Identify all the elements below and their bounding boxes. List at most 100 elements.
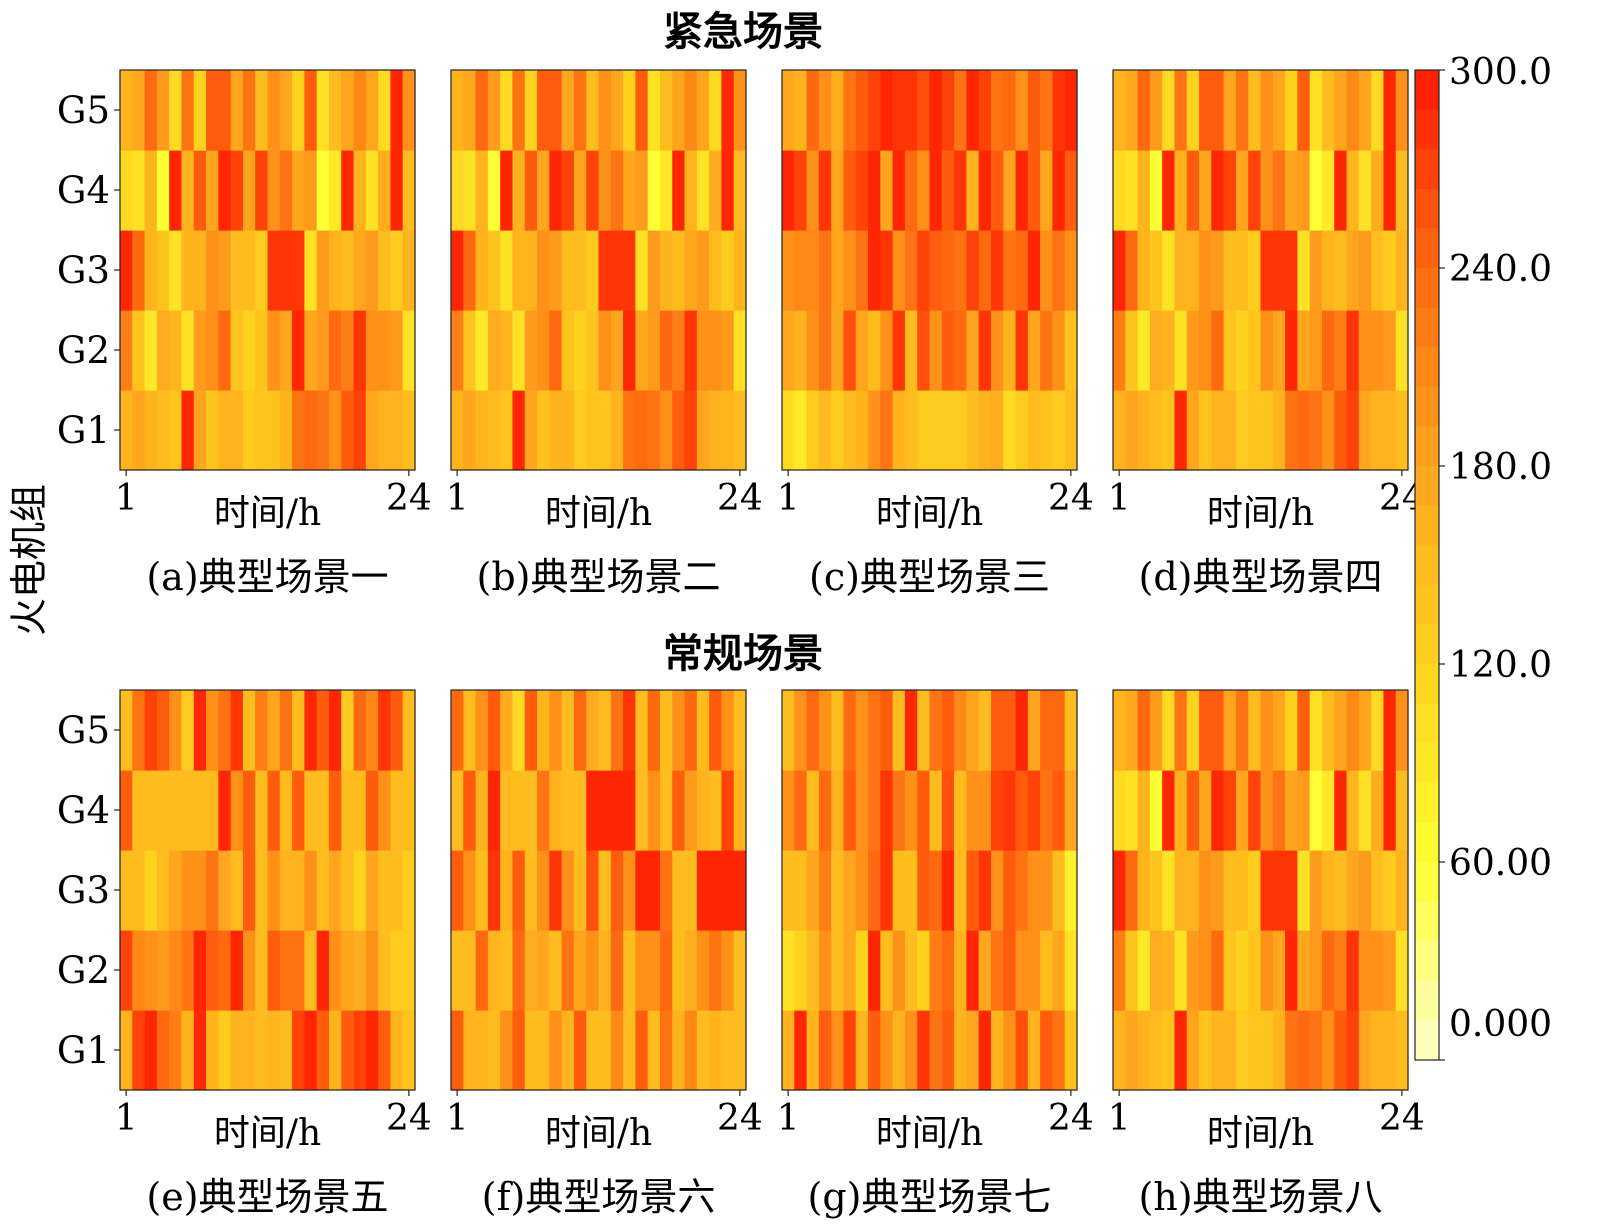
heatmap-panel: 1 24 时间/h (c)典型场景三 bbox=[777, 69, 1094, 599]
heatmap-cell bbox=[475, 1010, 489, 1091]
y-axis-title: 火电机组 bbox=[7, 484, 51, 636]
heatmap-cell bbox=[1211, 770, 1225, 851]
heatmap-cell bbox=[978, 310, 992, 391]
heatmap-cell bbox=[120, 850, 133, 931]
heatmap-cell bbox=[292, 70, 305, 151]
heatmap-cell bbox=[966, 70, 980, 151]
heatmap-cell bbox=[144, 1010, 158, 1091]
heatmap-cell bbox=[1358, 1010, 1372, 1091]
heatmap-cell bbox=[132, 770, 146, 851]
colorbar-frame bbox=[1414, 69, 1440, 1061]
heatmap-cell bbox=[1383, 230, 1397, 311]
heatmap-cell bbox=[709, 1010, 723, 1091]
heatmap-cell bbox=[978, 770, 992, 851]
heatmap-cell bbox=[794, 1010, 808, 1091]
heatmap-cell bbox=[1395, 70, 1409, 151]
heatmap-cell bbox=[561, 150, 575, 231]
heatmap-cell bbox=[537, 390, 550, 471]
heatmap-cell bbox=[929, 850, 943, 931]
heatmap-cell bbox=[733, 1010, 747, 1091]
heatmap-cell bbox=[831, 690, 845, 771]
heatmap-cell bbox=[868, 850, 881, 931]
heatmap-cell bbox=[120, 310, 133, 391]
heatmap-cell bbox=[1260, 850, 1274, 931]
heatmap-cell bbox=[929, 70, 943, 151]
heatmap-cell bbox=[672, 690, 686, 771]
heatmap-cell bbox=[1272, 690, 1286, 771]
heatmap-cell bbox=[1297, 690, 1311, 771]
heatmap-cell bbox=[144, 230, 158, 311]
heatmap-cell bbox=[721, 850, 735, 931]
heatmap-cell bbox=[1297, 770, 1311, 851]
heatmap-cell bbox=[904, 770, 918, 851]
heatmap-cell bbox=[1125, 150, 1139, 231]
heatmap-cell bbox=[304, 850, 318, 931]
heatmap-cell bbox=[610, 70, 624, 151]
heatmap-cell bbox=[855, 230, 869, 311]
heatmap-cell bbox=[672, 310, 686, 391]
panel-frame bbox=[781, 69, 1078, 471]
heatmap-cell bbox=[1052, 770, 1066, 851]
heatmap-cell bbox=[880, 690, 894, 771]
heatmap-cell bbox=[659, 70, 673, 151]
heatmap-cell bbox=[855, 150, 869, 231]
heatmap-cell bbox=[475, 770, 489, 851]
y-tick-label: G5 bbox=[57, 89, 110, 132]
heatmap-cell bbox=[328, 1010, 342, 1091]
heatmap-cell bbox=[892, 150, 906, 231]
heatmap-cell bbox=[573, 230, 587, 311]
heatmap-cell bbox=[242, 930, 256, 1011]
heatmap-cell bbox=[353, 690, 367, 771]
heatmap-cell bbox=[378, 690, 392, 771]
heatmap-cell bbox=[463, 850, 477, 931]
heatmap-cell bbox=[1223, 690, 1237, 771]
heatmap-cell bbox=[1297, 930, 1311, 1011]
heatmap-cell bbox=[892, 1010, 906, 1091]
heatmap-cell bbox=[451, 930, 464, 1011]
heatmap-cell bbox=[1003, 930, 1017, 1011]
heatmap-cell bbox=[831, 1010, 845, 1091]
heatmap-cell bbox=[1395, 770, 1409, 851]
heatmap-cell bbox=[1162, 230, 1176, 311]
heatmap-cell bbox=[328, 690, 342, 771]
heatmap-cell bbox=[181, 70, 195, 151]
x-axis-title: 时间/h bbox=[214, 493, 321, 534]
heatmap-cell bbox=[144, 690, 158, 771]
heatmap-cell bbox=[1040, 150, 1054, 231]
heatmap-cell bbox=[1186, 930, 1200, 1011]
heatmap-cell bbox=[1149, 70, 1163, 151]
heatmap-cell bbox=[120, 690, 133, 771]
heatmap-cell bbox=[1137, 850, 1151, 931]
heatmap-cell bbox=[1371, 1010, 1385, 1091]
colorbar-segment bbox=[1415, 664, 1439, 705]
heatmap-cell bbox=[193, 150, 207, 231]
heatmap-cell bbox=[733, 150, 747, 231]
heatmap-cell bbox=[1383, 770, 1397, 851]
heatmap-cell bbox=[1003, 150, 1017, 231]
heatmap-cell bbox=[892, 70, 906, 151]
heatmap-cell bbox=[635, 850, 649, 931]
heatmap-cell bbox=[1383, 690, 1397, 771]
heatmap-cell bbox=[941, 1010, 955, 1091]
heatmap-cell bbox=[1211, 230, 1225, 311]
heatmap-cell bbox=[181, 770, 195, 851]
heatmap-cell bbox=[1235, 70, 1249, 151]
heatmap-cell bbox=[782, 310, 795, 391]
heatmap-cell bbox=[537, 770, 550, 851]
heatmap-cell bbox=[230, 390, 244, 471]
heatmap-cell bbox=[144, 770, 158, 851]
heatmap-cell bbox=[242, 1010, 256, 1091]
heatmap-cell bbox=[156, 70, 170, 151]
heatmap-cell bbox=[1285, 690, 1298, 771]
heatmap-cell bbox=[1272, 930, 1286, 1011]
heatmap-cell bbox=[1321, 70, 1335, 151]
heatmap-cell bbox=[978, 230, 992, 311]
heatmap-cell bbox=[929, 1010, 943, 1091]
heatmap-cell bbox=[1211, 150, 1225, 231]
heatmap-cell bbox=[709, 230, 723, 311]
heatmap-cell bbox=[598, 1010, 612, 1091]
heatmap-cell bbox=[206, 690, 219, 771]
heatmap-cell bbox=[218, 770, 232, 851]
heatmap-cell bbox=[1321, 1010, 1335, 1091]
